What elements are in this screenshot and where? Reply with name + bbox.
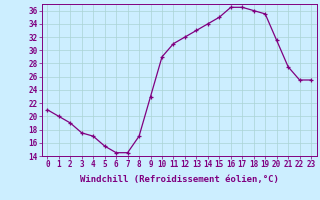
X-axis label: Windchill (Refroidissement éolien,°C): Windchill (Refroidissement éolien,°C)	[80, 175, 279, 184]
